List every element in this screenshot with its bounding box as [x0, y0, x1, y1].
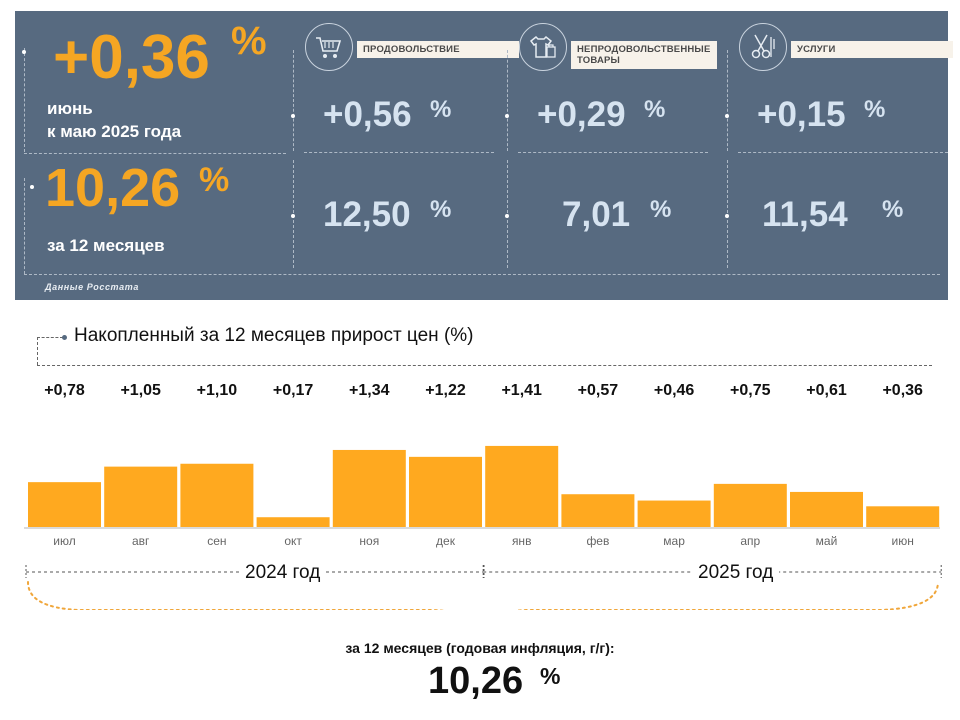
- monthly-caption-month: июнь: [47, 99, 93, 118]
- category-annual-value: 11,54: [762, 195, 848, 234]
- chart-title-leader: [37, 337, 38, 365]
- divider: [304, 152, 494, 153]
- bullet-dot: [291, 214, 295, 218]
- bar-value-label: +0,57: [578, 382, 619, 399]
- x-tick-label: дек: [436, 534, 456, 548]
- bar-value-label: +0,61: [806, 382, 847, 399]
- category-monthly-value: +0,15: [757, 95, 846, 134]
- bar-апр: [713, 483, 787, 527]
- source-note: Данные Росстата: [45, 282, 139, 292]
- column-bracket-line: [507, 50, 508, 151]
- bar-value-label: +0,17: [273, 382, 314, 399]
- bar-value-label: +1,05: [120, 382, 161, 399]
- divider: [518, 152, 708, 153]
- x-tick-label: авг: [132, 534, 150, 548]
- bullet-dot: [725, 214, 729, 218]
- bar-май: [790, 491, 863, 527]
- left-bracket-line: [24, 178, 25, 274]
- bar-chart: +0,78 июл +1,05 авг +1,10 сен +0,17 окт +1,34 ноя…: [24, 382, 942, 610]
- x-tick-label: янв: [512, 534, 532, 548]
- bar-фев: [561, 494, 635, 527]
- bullet-dot: [505, 114, 509, 118]
- bullet-dot: [725, 114, 729, 118]
- bar-сен: [180, 463, 254, 527]
- left-bracket-line: [24, 48, 25, 152]
- bar-ноя: [332, 449, 406, 527]
- annual-brace: [27, 581, 939, 610]
- bar-value-label: +1,34: [349, 382, 390, 399]
- annual-inflation-summary-percent: %: [540, 663, 561, 689]
- divider: [738, 152, 948, 153]
- bar-дек: [409, 456, 482, 527]
- divider: [24, 153, 286, 154]
- bar-value-label: +0,78: [44, 382, 85, 399]
- bullet-dot: [505, 214, 509, 218]
- bar-value-label: +1,41: [501, 382, 542, 399]
- bar-value-label: +0,75: [730, 382, 771, 399]
- chart-title-underline: [37, 365, 932, 366]
- category-annual-percent: %: [882, 196, 904, 223]
- column-bracket-line: [293, 50, 294, 151]
- scissors-icon: [739, 23, 787, 71]
- x-tick-label: май: [816, 534, 838, 548]
- x-tick-label: апр: [740, 534, 760, 548]
- x-tick-label: июн: [892, 534, 914, 548]
- annual-caption: за 12 месяцев: [47, 236, 165, 255]
- bar-value-label: +1,22: [425, 382, 466, 399]
- x-tick-label: июл: [53, 534, 75, 548]
- bar-авг: [104, 466, 178, 527]
- bar-июл: [28, 482, 101, 527]
- category-annual-value: 12,50: [323, 195, 411, 234]
- annual-inflation-value: 10,26: [45, 158, 181, 218]
- monthly-percent-sign: %: [231, 19, 267, 63]
- x-tick-label: ноя: [359, 534, 379, 548]
- category-monthly-percent: %: [864, 96, 886, 123]
- annual-percent-sign: %: [199, 161, 230, 199]
- monthly-inflation-value: +0,36: [53, 23, 210, 92]
- clothing-icon: [519, 23, 567, 71]
- bar-янв: [485, 445, 559, 527]
- chart-title: Накопленный за 12 месяцев прирост цен (%…: [74, 325, 474, 346]
- x-tick-label: сен: [207, 534, 226, 548]
- category-monthly-percent: %: [644, 96, 666, 123]
- shopping-cart-icon: [305, 23, 353, 71]
- x-tick-label: окт: [284, 534, 302, 548]
- category-monthly-percent: %: [430, 96, 452, 123]
- bar-июн: [866, 506, 940, 527]
- category-monthly-value: +0,56: [323, 95, 412, 134]
- category-annual-percent: %: [650, 196, 672, 223]
- year-group-label-2025: 2025 год: [692, 562, 780, 584]
- bottom-divider: [24, 274, 940, 275]
- x-tick-label: мар: [663, 534, 685, 548]
- category-annual-percent: %: [430, 196, 452, 223]
- bar-окт: [256, 517, 330, 527]
- bullet-dot: [291, 114, 295, 118]
- bar-мар: [637, 500, 711, 527]
- bar-value-label: +0,46: [654, 382, 695, 399]
- bar-value-label: +1,10: [197, 382, 238, 399]
- year-group-label-2024: 2024 год: [239, 562, 327, 584]
- annual-inflation-summary-value: 10,26: [428, 660, 524, 702]
- monthly-caption-period: к маю 2025 года: [47, 122, 182, 141]
- bullet-dot: [30, 185, 34, 189]
- annual-inflation-caption: за 12 месяцев (годовая инфляция, г/г):: [345, 640, 615, 656]
- bullet-dot: [62, 335, 67, 340]
- category-label: УСЛУГИ: [791, 41, 953, 58]
- category-label: ПРОДОВОЛЬСТВИЕ: [357, 41, 519, 58]
- column-bracket-line: [727, 50, 728, 151]
- category-monthly-value: +0,29: [537, 95, 626, 134]
- category-label: НЕПРОДОВОЛЬСТВЕННЫЕ ТОВАРЫ: [571, 41, 717, 69]
- inflation-summary-panel: +0,36 % июнь к маю 2025 года 10,26 % за …: [15, 11, 953, 300]
- x-tick-label: фев: [586, 534, 609, 548]
- chart-title-leader: [37, 337, 63, 338]
- bullet-dot: [22, 50, 26, 54]
- category-annual-value: 7,01: [562, 195, 631, 234]
- bar-value-label: +0,36: [882, 382, 923, 399]
